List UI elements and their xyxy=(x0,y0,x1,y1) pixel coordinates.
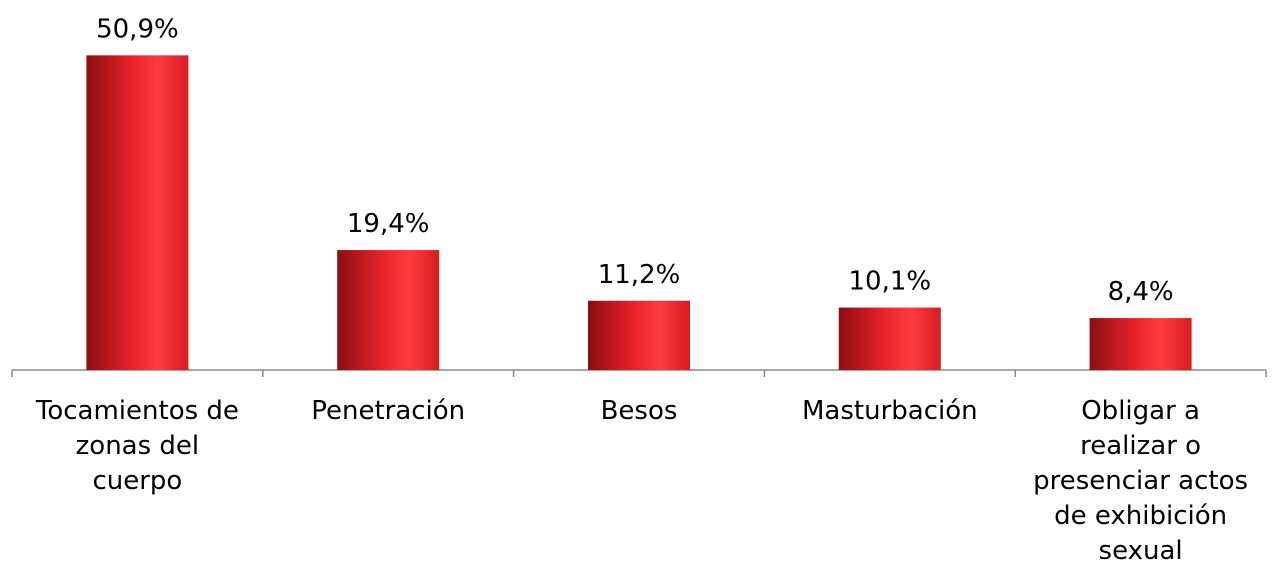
x-axis-tick-label-line: Obligar a xyxy=(1081,396,1200,426)
x-axis-tick-label: Tocamientos de zonas del cuerpo xyxy=(35,396,239,496)
data-label: 11,2% xyxy=(598,260,681,290)
data-label: 8,4% xyxy=(1108,277,1174,307)
data-label: 19,4% xyxy=(347,209,430,239)
x-axis-tick-label-line: de exhibición xyxy=(1054,501,1227,531)
x-axis-tick-label-line: presenciar actos xyxy=(1033,466,1248,496)
x-axis-tick-label-line: cuerpo xyxy=(92,466,182,496)
x-axis-tick-label-line: zonas del xyxy=(76,431,200,461)
x-axis-tick-label-line: Besos xyxy=(601,396,678,426)
x-axis-tick-label-line: sexual xyxy=(1099,536,1183,566)
bar xyxy=(588,300,690,370)
x-axis-tick-label: Masturbación xyxy=(802,396,978,426)
data-label: 10,1% xyxy=(848,267,931,297)
bar xyxy=(1089,318,1192,370)
bar xyxy=(337,250,440,370)
bar xyxy=(838,307,941,370)
x-axis-tick-label: Besos xyxy=(601,396,678,426)
x-axis-tick-label: Obligar a realizar o presenciar actos de ex… xyxy=(1033,396,1248,566)
x-axis-tick-label: Penetración xyxy=(311,396,465,426)
x-axis-tick-label-line: Tocamientos de xyxy=(35,396,239,426)
x-axis-tick-label-line: Penetración xyxy=(311,396,465,426)
x-axis-tick-label-line: Masturbación xyxy=(802,396,978,426)
bar xyxy=(86,55,189,370)
x-axis-tick-label-line: realizar o xyxy=(1080,431,1201,461)
data-label: 50,9% xyxy=(96,14,179,44)
